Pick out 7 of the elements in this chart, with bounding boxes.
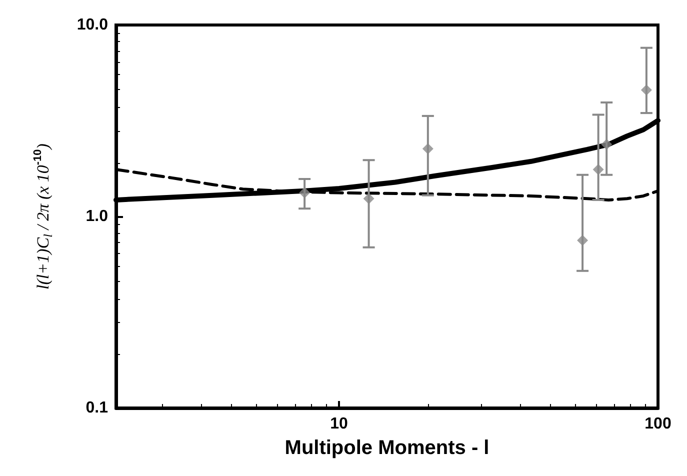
y-tick-label: 1.0 [86, 208, 108, 225]
x-tick-label: 10 [330, 416, 348, 432]
x-axis-title: Multipole Moments - l [284, 437, 490, 459]
y-tick-label: 0.1 [86, 400, 108, 416]
y-axis-title: l(l+1)Cl / 2π (x 10-10) [32, 143, 55, 290]
y-tick-label: 10.0 [76, 16, 108, 34]
x-tick-label: 100 [644, 416, 672, 432]
